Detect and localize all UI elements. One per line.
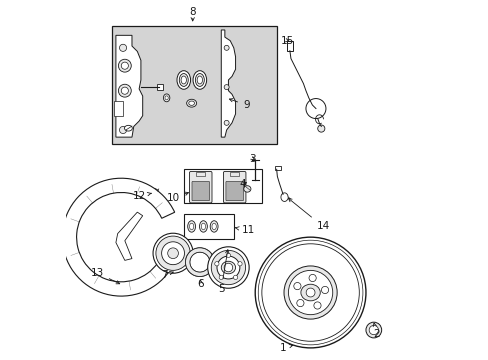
Ellipse shape xyxy=(124,125,132,131)
Text: 9: 9 xyxy=(229,99,249,110)
Circle shape xyxy=(321,286,328,293)
Text: 1: 1 xyxy=(279,343,292,353)
Ellipse shape xyxy=(187,221,195,232)
Circle shape xyxy=(185,248,214,276)
Bar xyxy=(114,102,123,116)
Text: 11: 11 xyxy=(235,225,254,235)
Circle shape xyxy=(119,126,126,134)
Polygon shape xyxy=(116,35,142,137)
Circle shape xyxy=(293,283,301,290)
Circle shape xyxy=(255,237,365,348)
Ellipse shape xyxy=(177,71,190,89)
Circle shape xyxy=(156,236,190,270)
Bar xyxy=(157,84,163,90)
Circle shape xyxy=(219,275,223,279)
Circle shape xyxy=(237,262,242,266)
Ellipse shape xyxy=(186,99,196,107)
Ellipse shape xyxy=(210,221,218,232)
Circle shape xyxy=(226,253,230,257)
Text: 6: 6 xyxy=(197,279,204,289)
Wedge shape xyxy=(185,248,214,276)
FancyBboxPatch shape xyxy=(189,171,212,203)
Circle shape xyxy=(211,250,245,285)
Ellipse shape xyxy=(193,71,206,89)
Ellipse shape xyxy=(197,76,202,84)
Text: 2: 2 xyxy=(372,323,379,339)
Circle shape xyxy=(365,322,381,338)
Circle shape xyxy=(118,84,131,97)
Circle shape xyxy=(288,270,332,315)
Text: 3: 3 xyxy=(249,154,256,163)
Ellipse shape xyxy=(163,94,169,102)
Circle shape xyxy=(233,275,237,279)
Ellipse shape xyxy=(179,73,188,86)
Circle shape xyxy=(217,256,240,279)
Circle shape xyxy=(224,263,232,272)
Bar xyxy=(274,166,280,170)
Bar xyxy=(286,41,292,51)
Text: 13: 13 xyxy=(90,268,120,284)
Circle shape xyxy=(368,325,378,335)
Circle shape xyxy=(118,59,131,72)
Text: 12: 12 xyxy=(132,191,151,201)
Circle shape xyxy=(167,248,178,258)
Text: 14: 14 xyxy=(288,198,329,231)
Ellipse shape xyxy=(188,101,194,105)
Text: 7: 7 xyxy=(161,270,173,280)
Bar xyxy=(196,172,205,176)
Ellipse shape xyxy=(212,223,216,230)
Circle shape xyxy=(207,247,248,288)
Polygon shape xyxy=(221,30,235,137)
Ellipse shape xyxy=(195,73,204,86)
Ellipse shape xyxy=(199,221,207,232)
Text: 15: 15 xyxy=(280,36,293,46)
Bar xyxy=(112,26,276,144)
Circle shape xyxy=(305,288,314,297)
Circle shape xyxy=(308,274,316,282)
Circle shape xyxy=(189,252,209,272)
Polygon shape xyxy=(116,212,142,260)
Wedge shape xyxy=(62,178,174,296)
Circle shape xyxy=(224,85,229,90)
Circle shape xyxy=(214,262,219,266)
Circle shape xyxy=(162,242,184,265)
Text: 10: 10 xyxy=(166,192,188,203)
Ellipse shape xyxy=(300,284,320,301)
Text: 5: 5 xyxy=(218,250,228,294)
Ellipse shape xyxy=(221,261,235,274)
Ellipse shape xyxy=(181,76,186,84)
Ellipse shape xyxy=(244,186,250,192)
Circle shape xyxy=(224,120,229,125)
Circle shape xyxy=(313,302,321,309)
Circle shape xyxy=(119,44,126,51)
Ellipse shape xyxy=(189,223,193,230)
Bar xyxy=(183,169,262,203)
Bar xyxy=(183,214,233,239)
FancyBboxPatch shape xyxy=(223,171,245,203)
Ellipse shape xyxy=(201,223,205,230)
Bar xyxy=(230,172,239,176)
Ellipse shape xyxy=(164,96,168,100)
FancyBboxPatch shape xyxy=(225,181,243,201)
Text: 8: 8 xyxy=(189,7,196,17)
Circle shape xyxy=(317,125,324,132)
Text: 4: 4 xyxy=(239,179,246,189)
Circle shape xyxy=(121,87,128,94)
FancyBboxPatch shape xyxy=(192,181,209,201)
Circle shape xyxy=(284,266,336,319)
Circle shape xyxy=(296,300,304,307)
Circle shape xyxy=(224,45,229,50)
Circle shape xyxy=(153,233,193,273)
Circle shape xyxy=(121,62,128,69)
